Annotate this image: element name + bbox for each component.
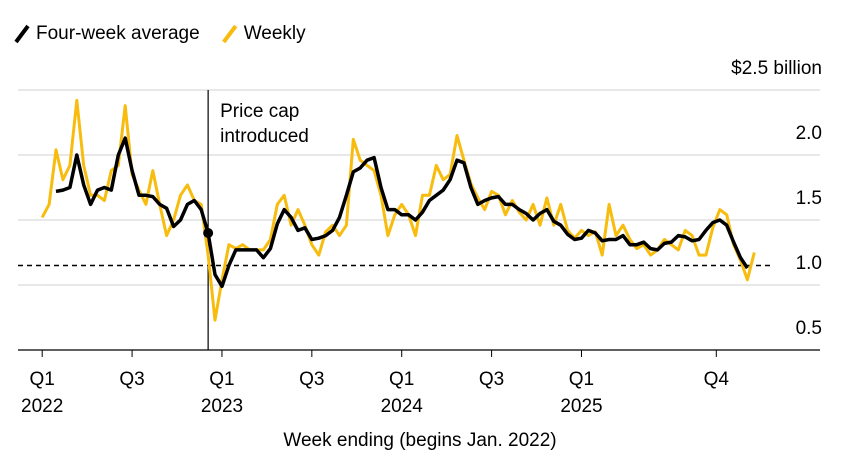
x-tick-label: Q1 (30, 369, 55, 390)
x-tick-sublabel: 2024 (381, 396, 424, 417)
x-axis-title: Week ending (begins Jan. 2022) (283, 430, 556, 451)
event-dot (203, 228, 214, 238)
legend-item: Four-week average (14, 23, 200, 44)
y-tick-label: 1.5 (796, 188, 822, 209)
legend-swatch (14, 24, 30, 44)
x-tick-label: Q1 (209, 369, 234, 390)
x-tick-sublabel: 2022 (21, 396, 63, 417)
series-line (40, 98, 756, 322)
x-tick-label: Q1 (569, 369, 594, 390)
y-tick-label: 1.0 (796, 253, 822, 274)
event-label: introduced (220, 126, 309, 147)
x-tick-label: Q3 (119, 369, 144, 390)
y-tick-label: 2.0 (796, 123, 822, 144)
event-label: Price cap (220, 101, 299, 122)
x-tick-sublabel: 2023 (201, 396, 243, 417)
x-tick-label: Q3 (479, 369, 504, 390)
y-tick-label: 0.5 (796, 318, 822, 339)
legend-swatch (222, 24, 238, 44)
x-tick-sublabel: 2025 (560, 396, 602, 417)
x-tick-label: Q3 (299, 369, 324, 390)
legend-label: Four-week average (36, 23, 200, 44)
series-line (55, 136, 749, 289)
legend-item: Weekly (222, 23, 306, 44)
legend-label: Weekly (244, 23, 306, 44)
x-tick-label: Q4 (704, 369, 730, 390)
y-tick-label: $2.5 billion (731, 58, 822, 79)
x-tick-label: Q1 (389, 369, 414, 390)
